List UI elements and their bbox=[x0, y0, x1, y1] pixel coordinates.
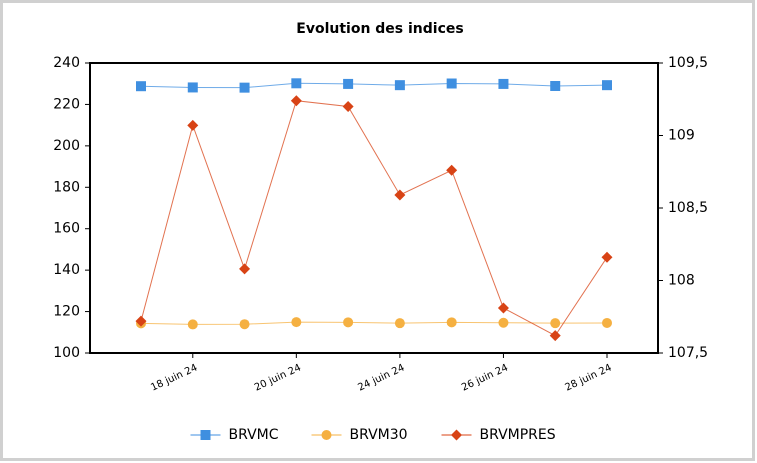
data-point bbox=[342, 101, 354, 112]
y2-tick-label: 109 bbox=[668, 128, 695, 144]
data-point bbox=[446, 78, 457, 89]
series-line bbox=[140, 321, 608, 325]
data-point bbox=[187, 319, 198, 330]
data-point bbox=[135, 315, 147, 327]
data-point bbox=[446, 164, 458, 176]
data-point bbox=[498, 78, 509, 89]
data-point bbox=[187, 82, 198, 93]
legend-label: BRVM30 bbox=[350, 427, 408, 443]
y-tick-label: 100 bbox=[53, 345, 80, 361]
y-tick-label: 160 bbox=[53, 221, 80, 237]
legend-marker bbox=[451, 429, 462, 441]
data-point bbox=[497, 302, 509, 314]
data-point bbox=[187, 119, 199, 131]
data-point bbox=[498, 317, 509, 328]
legend-label: BRVMC bbox=[229, 427, 279, 443]
y-tick-label: 200 bbox=[53, 138, 80, 154]
data-point bbox=[343, 317, 354, 328]
chart-title: Evolution des indices bbox=[296, 21, 463, 37]
data-point bbox=[601, 251, 613, 263]
y2-tick-label: 108 bbox=[668, 273, 695, 289]
data-point bbox=[602, 80, 612, 91]
legend-marker bbox=[321, 430, 332, 440]
data-point bbox=[394, 318, 405, 329]
data-point bbox=[239, 263, 251, 275]
y-tick-label: 220 bbox=[53, 96, 80, 112]
data-point bbox=[446, 317, 457, 328]
data-point bbox=[549, 330, 561, 342]
legend-label: BRVMPRES bbox=[480, 427, 556, 443]
y-tick-label: 180 bbox=[53, 179, 80, 195]
y2-tick-label: 107,5 bbox=[668, 345, 708, 361]
series-line bbox=[140, 82, 608, 89]
data-point bbox=[239, 319, 250, 330]
data-point bbox=[602, 317, 612, 328]
data-point bbox=[343, 78, 354, 89]
y2-tick-label: 109,5 bbox=[668, 55, 708, 71]
legend-marker bbox=[200, 430, 211, 440]
data-point bbox=[239, 82, 250, 93]
y2-tick-label: 108,5 bbox=[668, 200, 708, 216]
y-tick-label: 120 bbox=[53, 304, 80, 320]
data-point bbox=[550, 80, 561, 91]
data-point bbox=[290, 95, 302, 107]
data-point bbox=[550, 318, 561, 329]
data-point bbox=[291, 317, 302, 328]
data-point bbox=[394, 189, 406, 201]
data-point bbox=[394, 80, 405, 91]
data-point bbox=[291, 78, 302, 89]
data-point bbox=[136, 81, 146, 92]
series-line bbox=[140, 100, 608, 337]
y-tick-label: 140 bbox=[53, 262, 80, 278]
y-tick-label: 240 bbox=[53, 55, 80, 71]
